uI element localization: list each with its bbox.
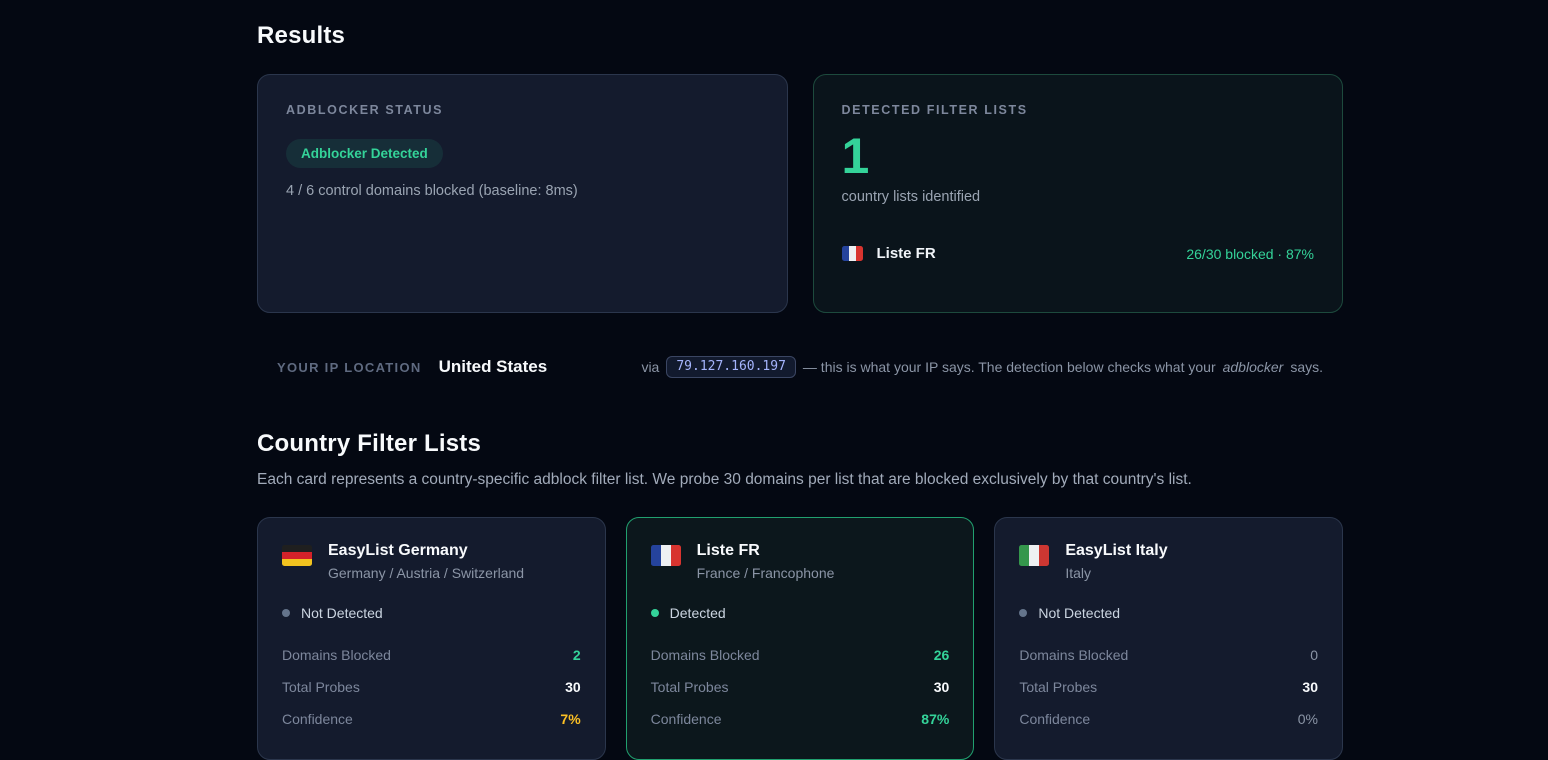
country-card-stats: Domains Blocked 0 Total Probes 30 Confid… — [1019, 639, 1318, 735]
stat-label: Confidence — [282, 711, 353, 727]
country-card-france: Liste FR France / Francophone Detected D… — [625, 517, 975, 760]
stat-row-domains-blocked: Domains Blocked 26 — [651, 639, 950, 671]
ip-location-country: United States — [438, 357, 548, 376]
ip-location-label: YOUR IP LOCATION — [277, 359, 422, 375]
stat-label: Total Probes — [1019, 679, 1098, 695]
results-page: Results ADBLOCKER STATUS Adblocker Detec… — [257, 0, 1343, 760]
ip-note-italic: adblocker — [1222, 359, 1284, 375]
ip-location-row: YOUR IP LOCATION United States via 79.12… — [257, 356, 1343, 378]
stat-label: Confidence — [650, 711, 722, 727]
italy-flag-icon — [1019, 545, 1050, 566]
stat-row-confidence: Confidence 0% — [1019, 703, 1318, 735]
stat-label: Total Probes — [282, 679, 360, 695]
status-text: Not Detected — [301, 605, 383, 621]
stat-label: Total Probes — [650, 679, 729, 695]
country-filter-lists-title: Country Filter Lists — [257, 430, 482, 457]
detection-status: Not Detected — [1019, 605, 1318, 621]
stat-value: 26 — [933, 647, 950, 663]
country-card-stats: Domains Blocked 26 Total Probes 30 Confi… — [651, 639, 950, 735]
country-card-subtitle: France / Francophone — [696, 565, 835, 581]
country-card-subtitle: Germany / Austria / Switzerland — [328, 565, 525, 581]
country-filter-lists-description: Each card represents a country-specific … — [257, 471, 1192, 488]
ip-location-note: via 79.127.160.197 — this is what your I… — [641, 356, 1323, 378]
stat-value: 7% — [560, 711, 581, 727]
status-dot-icon — [282, 609, 290, 617]
detection-status: Not Detected — [282, 605, 581, 621]
country-card-header: Liste FR France / Francophone — [650, 542, 950, 581]
detected-list-stat: 26/30 blocked · 87% — [1186, 245, 1314, 262]
status-text: Not Detected — [1038, 605, 1121, 621]
ip-note-before: — this is what your IP says. The detecti… — [802, 359, 1216, 375]
country-card-germany: EasyList Germany Germany / Austria / Swi… — [257, 517, 606, 760]
adblocker-detected-badge: Adblocker Detected — [286, 139, 443, 168]
stat-value: 0 — [1310, 647, 1318, 663]
stat-value: 2 — [572, 647, 581, 663]
stat-label: Confidence — [1019, 711, 1091, 727]
ip-address-chip: 79.127.160.197 — [666, 356, 796, 378]
detected-list-name: Liste FR — [876, 245, 936, 262]
detection-status: Detected — [650, 605, 950, 621]
stat-label: Domains Blocked — [650, 647, 760, 663]
stat-row-confidence: Confidence 87% — [651, 703, 950, 735]
results-title: Results — [257, 22, 346, 49]
country-card-title: Liste FR — [696, 542, 760, 559]
country-card-header: EasyList Italy Italy — [1019, 542, 1318, 581]
stat-row-total-probes: Total Probes 30 — [282, 671, 581, 703]
stat-value: 30 — [933, 679, 950, 695]
country-cards-row: EasyList Germany Germany / Austria / Swi… — [257, 517, 1343, 760]
country-card-subtitle: Italy — [1065, 565, 1092, 581]
country-card-header: EasyList Germany Germany / Austria / Swi… — [282, 542, 581, 581]
adblocker-status-card: ADBLOCKER STATUS Adblocker Detected 4 / … — [257, 74, 788, 313]
stat-value: 30 — [1302, 679, 1318, 695]
summary-cards-row: ADBLOCKER STATUS Adblocker Detected 4 / … — [257, 74, 1343, 313]
adblocker-status-label: ADBLOCKER STATUS — [286, 103, 444, 117]
detected-lists-count: 1 — [841, 128, 870, 184]
country-card-italy: EasyList Italy Italy Not Detected Domain… — [994, 517, 1343, 760]
germany-flag-icon — [282, 545, 312, 566]
stat-row-domains-blocked: Domains Blocked 0 — [1019, 639, 1318, 671]
country-card-stats: Domains Blocked 2 Total Probes 30 Confid… — [282, 639, 581, 735]
stat-value: 30 — [565, 679, 581, 695]
stat-row-total-probes: Total Probes 30 — [1019, 671, 1318, 703]
france-flag-icon — [650, 545, 681, 566]
detected-filter-lists-card: DETECTED FILTER LISTS 1 country lists id… — [812, 74, 1343, 313]
status-dot-icon — [1019, 609, 1028, 617]
stat-label: Domains Blocked — [282, 647, 391, 663]
stat-value: 0% — [1297, 711, 1318, 727]
detected-filter-lists-label: DETECTED FILTER LISTS — [841, 103, 1028, 117]
stat-row-domains-blocked: Domains Blocked 2 — [282, 639, 581, 671]
country-card-title: EasyList Germany — [328, 542, 468, 559]
status-text: Detected — [669, 605, 726, 621]
france-flag-icon — [841, 246, 863, 261]
stat-row-confidence: Confidence 7% — [282, 703, 581, 735]
stat-value: 87% — [921, 711, 950, 727]
country-card-title: EasyList Italy — [1065, 542, 1168, 559]
detected-lists-caption: country lists identified — [841, 189, 981, 205]
ip-note-after: says. — [1290, 359, 1323, 375]
stat-row-total-probes: Total Probes 30 — [651, 671, 950, 703]
stat-label: Domains Blocked — [1019, 647, 1129, 663]
status-dot-icon — [650, 609, 659, 617]
detected-list-item: Liste FR 26/30 blocked · 87% — [841, 245, 1314, 262]
adblocker-status-detail: 4 / 6 control domains blocked (baseline:… — [286, 183, 578, 199]
ip-via-text: via — [641, 359, 660, 375]
